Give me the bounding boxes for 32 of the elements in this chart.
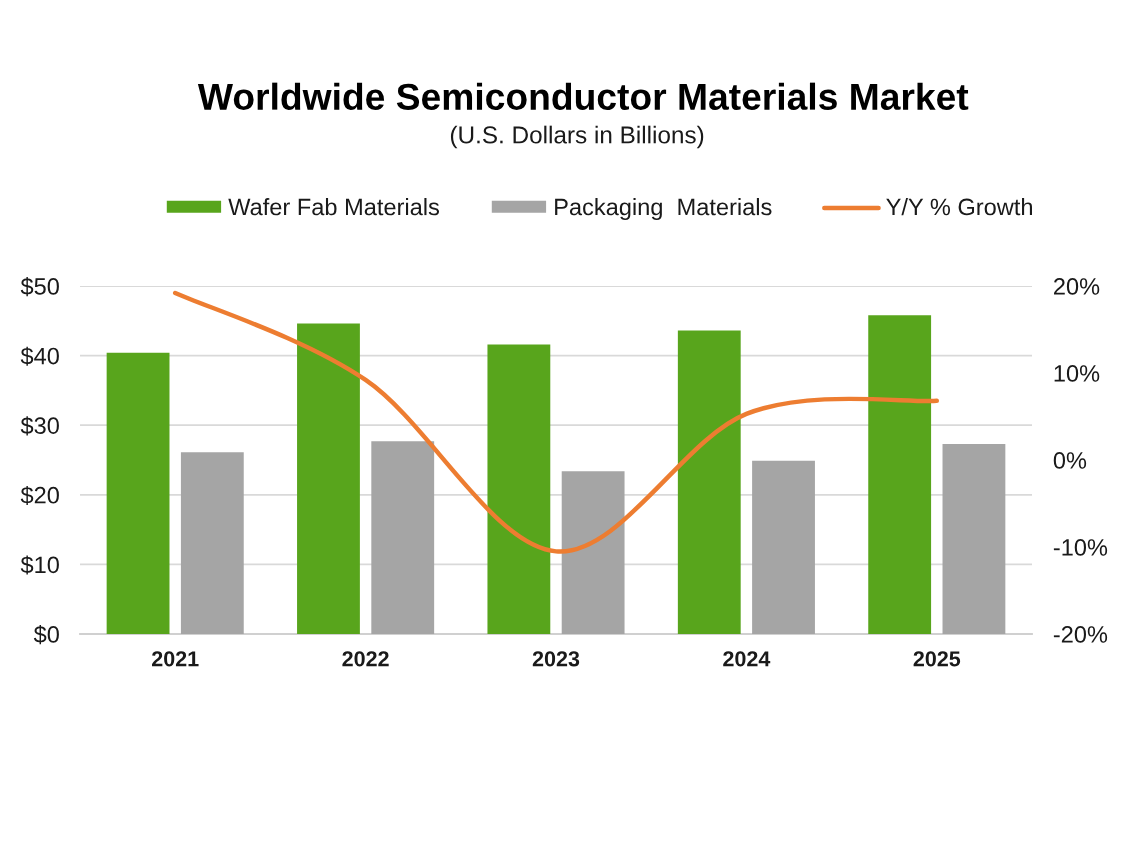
x-tick-label: 2023 — [532, 651, 580, 667]
y-tick-label: $50 — [20, 277, 59, 297]
bar — [677, 330, 741, 634]
y-tick-label: $40 — [20, 346, 59, 366]
y2-tick-label: 10% — [1054, 365, 1100, 382]
y2-tick-label: -20% — [1053, 626, 1108, 643]
x-tick-label: 2022 — [342, 651, 389, 667]
y2-tick-label: 20% — [1054, 278, 1100, 295]
bar — [106, 352, 170, 634]
y-tick-label: $10 — [20, 555, 59, 575]
y-tick-label: $20 — [20, 485, 59, 505]
x-tick-label: 2021 — [152, 651, 199, 667]
chart-title: Worldwide Semiconductor Materials Market — [197, 82, 969, 110]
bar — [371, 441, 435, 634]
bar — [752, 460, 815, 634]
bar — [868, 315, 932, 634]
bar — [942, 443, 1006, 634]
legend-label: Y/Y % Growth — [886, 198, 1032, 216]
chart-subtitle: (U.S. Dollars in Billions) — [450, 125, 704, 149]
bar — [561, 471, 625, 634]
legend-label: Packaging Materials — [555, 198, 772, 220]
y-tick-label: $0 — [33, 625, 59, 645]
y-tick-label: $30 — [20, 416, 59, 436]
bar — [487, 344, 551, 634]
line-series — [172, 290, 940, 554]
bar — [297, 323, 360, 634]
x-tick-label: 2024 — [723, 651, 771, 667]
y2-tick-label: 0% — [1053, 452, 1087, 469]
legend-label: Wafer Fab Materials — [228, 198, 440, 216]
x-tick-label: 2025 — [913, 651, 961, 667]
bar — [180, 452, 244, 634]
y2-tick-label: -10% — [1053, 539, 1108, 556]
